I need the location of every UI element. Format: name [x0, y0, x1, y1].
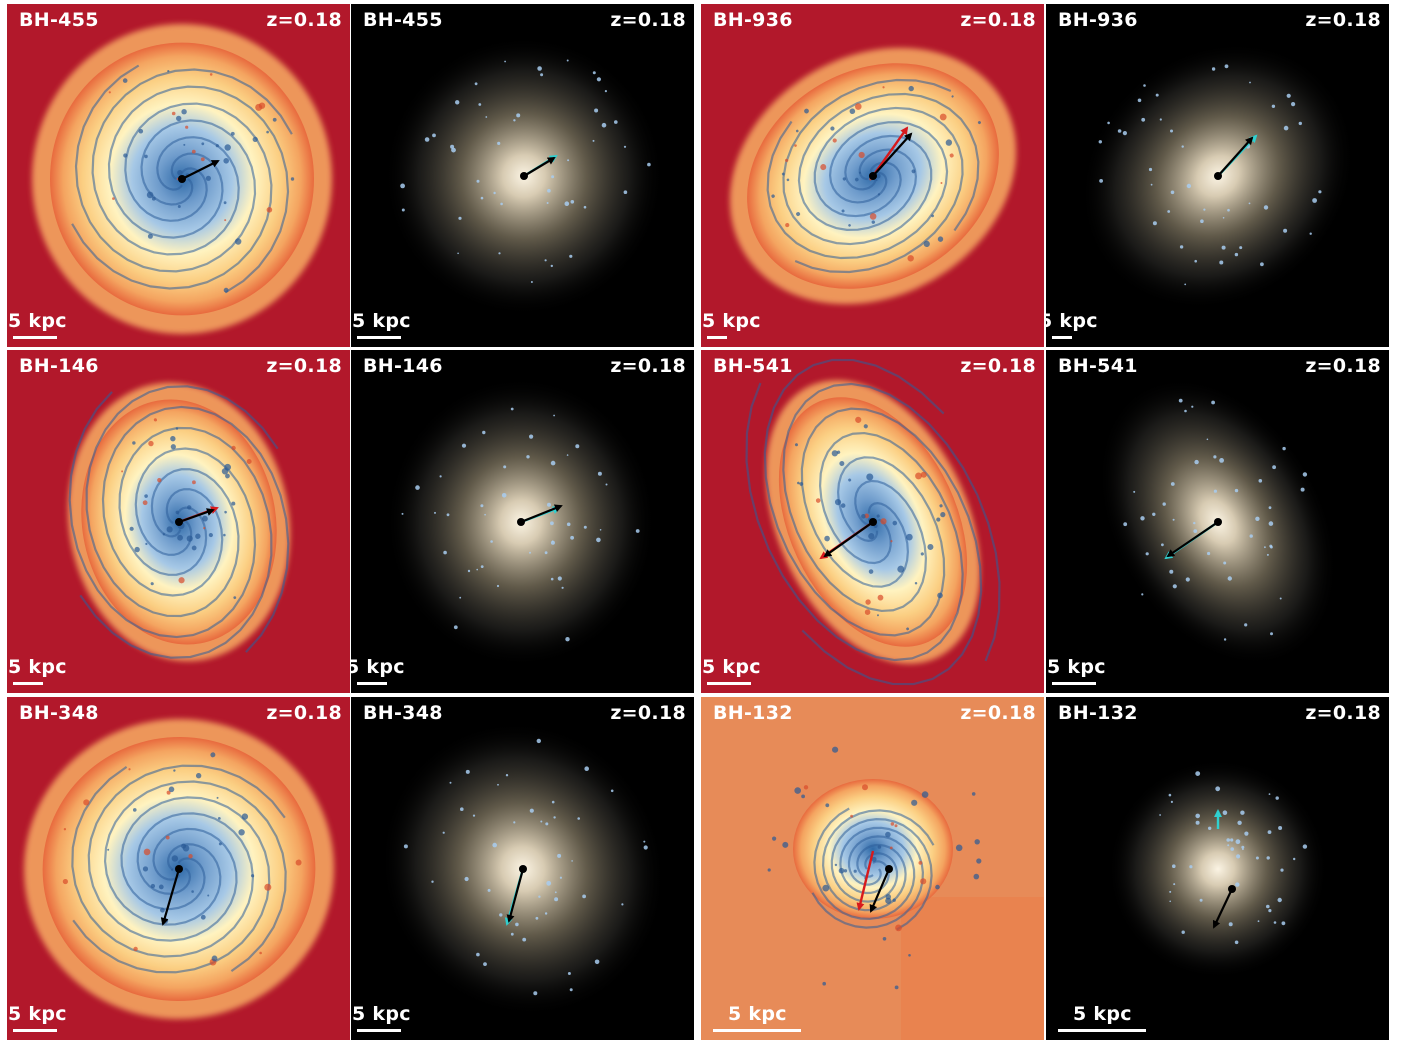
scale-bar — [13, 1029, 57, 1032]
redshift-label: z=0.18 — [266, 355, 342, 377]
black-hole-marker — [517, 518, 525, 526]
galaxy-id-label: BH-146 — [363, 355, 443, 377]
black-arrow-star — [1166, 521, 1219, 558]
galaxy-id-label: BH-541 — [713, 355, 793, 377]
scale-bar-label: 5 kpc — [8, 656, 67, 678]
panel-stars-1-0: BH-146 z=0.18 5 kpc — [351, 350, 694, 693]
scale-bar — [357, 682, 387, 685]
black-arrow-gas — [872, 132, 913, 177]
black-hole-marker — [520, 172, 528, 180]
panel-stars-2-0: BH-348 z=0.18 5 kpc — [351, 697, 694, 1040]
redshift-label: z=0.18 — [1305, 702, 1381, 724]
black-hole-marker — [1214, 518, 1222, 526]
redshift-label: z=0.18 — [266, 9, 342, 31]
black-hole-marker — [869, 172, 877, 180]
redshift-label: z=0.18 — [610, 355, 686, 377]
black-arrow-gas — [160, 868, 181, 926]
galaxy-id-label: BH-132 — [1058, 702, 1138, 724]
black-hole-marker — [175, 518, 183, 526]
gas-density-map — [701, 350, 1044, 693]
panel-stars-0-0: BH-455 z=0.18 5 kpc — [351, 4, 694, 347]
galaxy-id-label: BH-936 — [1058, 9, 1138, 31]
galaxy-id-label: BH-541 — [1058, 355, 1138, 377]
black-hole-marker — [869, 518, 877, 526]
black-hole-marker — [1214, 172, 1222, 180]
redshift-label: z=0.18 — [1305, 9, 1381, 31]
panel-stars-2-1: BH-132 z=0.18 5 kpc — [1046, 697, 1389, 1040]
red-arrow-gas — [856, 850, 875, 911]
galaxy-id-label: BH-455 — [363, 9, 443, 31]
galaxy-id-label: BH-132 — [713, 702, 793, 724]
scale-bar-label: 5 kpc — [351, 656, 405, 678]
scale-bar — [713, 1029, 801, 1032]
scale-bar-label: 5 kpc — [8, 1003, 67, 1025]
stellar-light-map — [1046, 350, 1389, 693]
black-arrow-star — [523, 156, 556, 177]
panel-gas-1-1: BH-541 z=0.18 5 kpc — [701, 350, 1044, 693]
panel-gas-2-0: BH-348 z=0.18 5 kpc — [7, 697, 350, 1040]
scale-bar-label: 5 kpc — [702, 310, 761, 332]
galaxy-id-label: BH-146 — [19, 355, 99, 377]
panel-stars-0-1: BH-936 z=0.18 5 kpc — [1046, 4, 1389, 347]
scale-bar-label: 5 kpc — [1047, 656, 1106, 678]
black-arrow-star — [1217, 136, 1254, 177]
redshift-label: z=0.18 — [266, 702, 342, 724]
redshift-label: z=0.18 — [960, 702, 1036, 724]
scale-bar-label: 5 kpc — [702, 656, 761, 678]
redshift-label: z=0.18 — [1305, 355, 1381, 377]
gas-density-map — [7, 350, 350, 693]
stellar-light-map — [351, 4, 694, 347]
scale-bar-label: 5 kpc — [352, 310, 411, 332]
black-hole-marker — [519, 865, 527, 873]
panel-gas-1-0: BH-146 z=0.18 5 kpc — [7, 350, 350, 693]
panel-stars-1-1: BH-541 z=0.18 5 kpc — [1046, 350, 1389, 693]
panel-gas-2-1: BH-132 z=0.18 5 kpc — [701, 697, 1044, 1040]
redshift-label: z=0.18 — [610, 702, 686, 724]
gas-density-map — [701, 4, 1044, 347]
black-arrow-gas — [823, 521, 874, 558]
panel-gas-0-0: BH-455 z=0.18 5 kpc — [7, 4, 350, 347]
black-arrow-gas — [869, 868, 891, 913]
redshift-label: z=0.18 — [960, 9, 1036, 31]
scale-bar — [1052, 336, 1072, 339]
scale-bar — [13, 682, 43, 685]
scale-bar — [707, 336, 727, 339]
black-hole-marker — [178, 175, 186, 183]
black-hole-marker — [175, 865, 183, 873]
black-arrow-gas — [181, 160, 220, 180]
galaxy-id-label: BH-348 — [363, 702, 443, 724]
stellar-light-map — [351, 350, 694, 693]
scale-bar — [1058, 1029, 1146, 1032]
scale-bar-label: 5 kpc — [352, 1003, 411, 1025]
scale-bar — [1052, 682, 1096, 685]
redshift-label: z=0.18 — [960, 355, 1036, 377]
galaxy-id-label: BH-455 — [19, 9, 99, 31]
gas-density-map — [7, 697, 350, 1040]
black-hole-marker — [885, 865, 893, 873]
stellar-light-map — [1046, 697, 1389, 1040]
scale-bar-label: 5 kpc — [728, 1003, 787, 1025]
black-arrow-star — [520, 504, 563, 524]
stellar-light-map — [351, 697, 694, 1040]
galaxy-id-label: BH-348 — [19, 702, 99, 724]
black-arrow-star — [1212, 888, 1233, 929]
gas-density-map — [7, 4, 350, 347]
galaxy-id-label: BH-936 — [713, 9, 793, 31]
scale-bar — [357, 336, 401, 339]
scale-bar — [13, 336, 57, 339]
gas-density-map — [701, 697, 1044, 1040]
scale-bar-label: 5 kpc — [8, 310, 67, 332]
red-arrow-gas — [872, 126, 909, 177]
scale-bar — [357, 1029, 401, 1032]
redshift-label: z=0.18 — [610, 9, 686, 31]
black-arrow-gas — [178, 508, 215, 524]
scale-bar-label: 5 kpc — [1046, 310, 1098, 332]
black-hole-marker — [1228, 885, 1236, 893]
stellar-light-map — [1046, 4, 1389, 347]
panel-gas-0-1: BH-936 z=0.18 5 kpc — [701, 4, 1044, 347]
black-arrow-star — [506, 868, 525, 923]
scale-bar-label: 5 kpc — [1073, 1003, 1132, 1025]
scale-bar — [707, 682, 751, 685]
